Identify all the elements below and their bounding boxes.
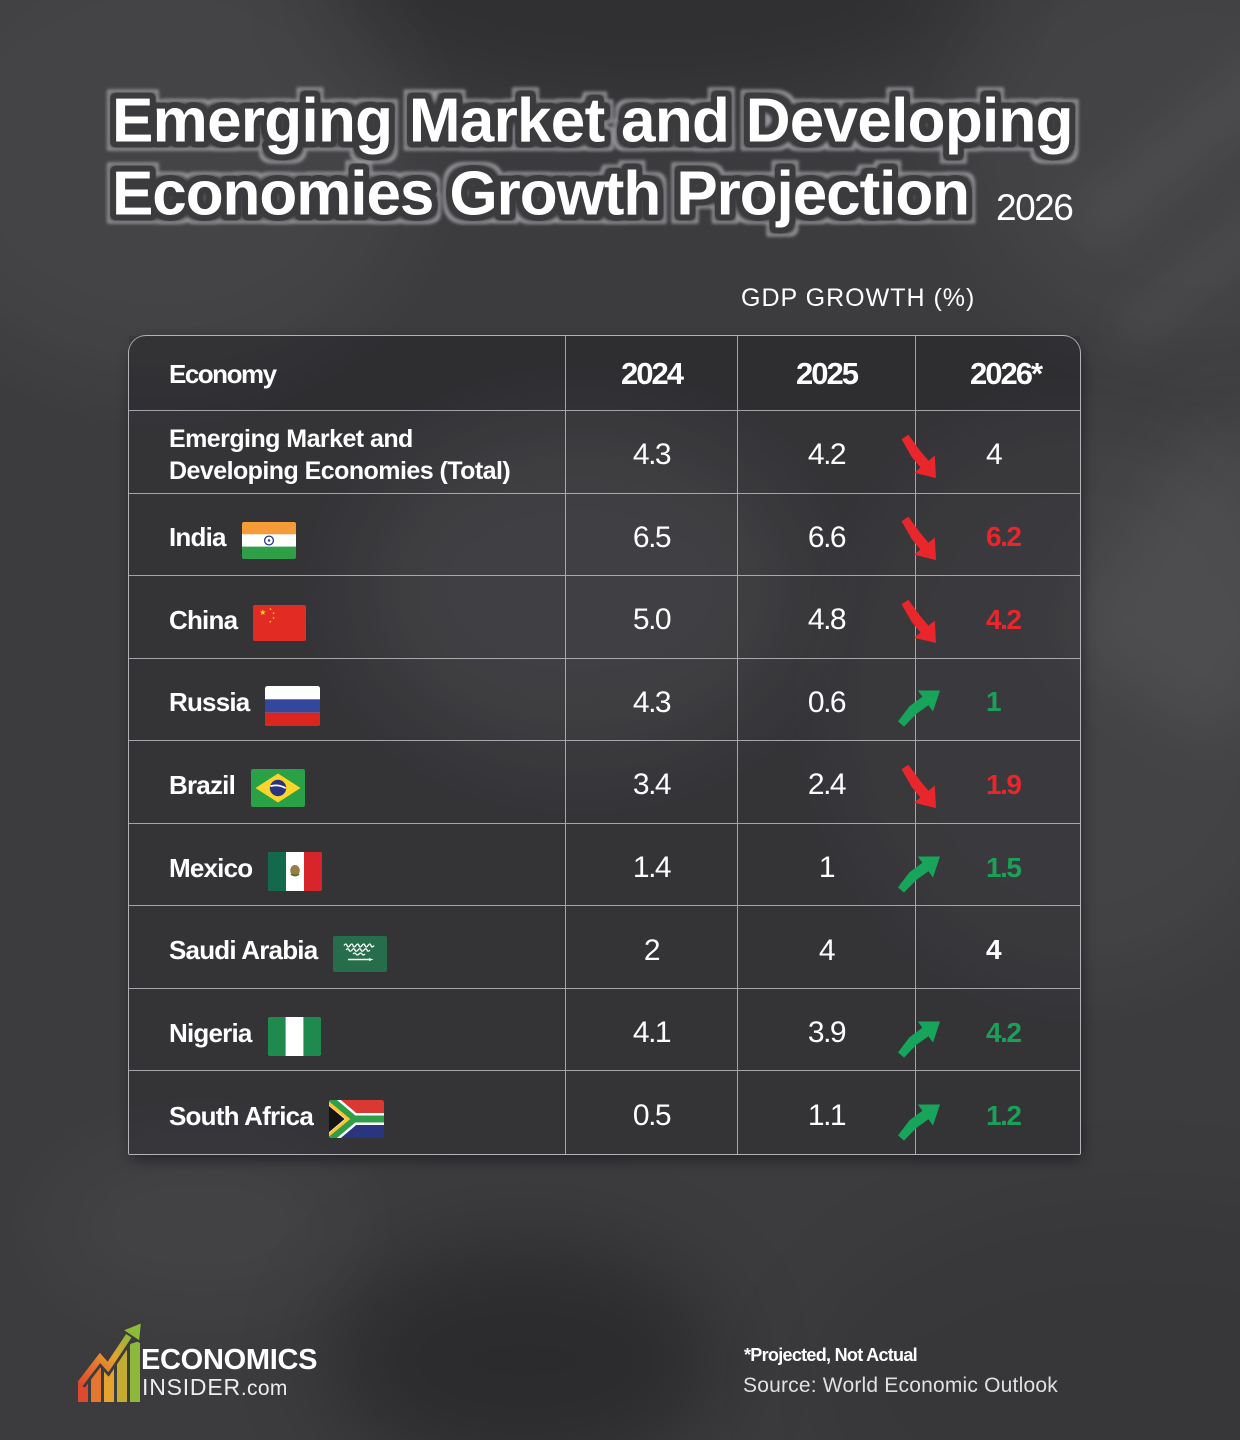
svg-text:Emerging Market and Developing: Emerging Market and Developing (112, 87, 1073, 156)
svg-text:Emerging Market and Developing: Emerging Market and Developing (112, 87, 1073, 156)
svg-text:Emerging Market and Developing: Emerging Market and Developing (112, 87, 1073, 156)
svg-text:Economies Growth Projection: Economies Growth Projection (112, 160, 969, 229)
svg-text:Economies Growth Projection: Economies Growth Projection (112, 160, 969, 229)
svg-text:Economies Growth Projection: Economies Growth Projection (112, 160, 969, 229)
